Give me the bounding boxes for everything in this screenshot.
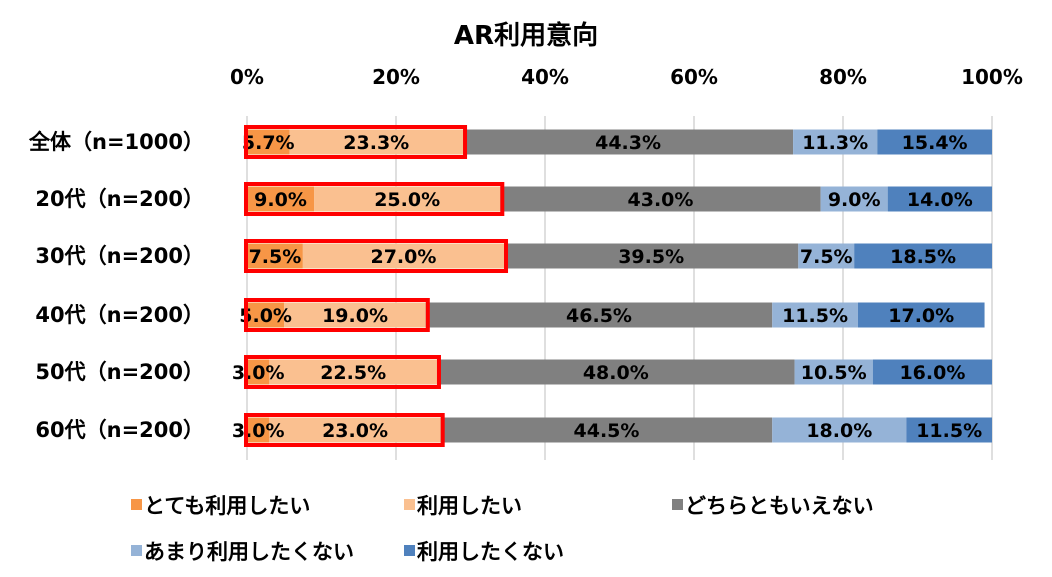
- highlight-box: [244, 355, 441, 389]
- data-label: 46.5%: [566, 305, 632, 327]
- data-label: 17.0%: [888, 305, 954, 327]
- bars: 5.7% 23.3% 44.3% 11.3% 15.4% 9.0% 25.0% 43.0% 9.…: [232, 129, 992, 443]
- data-label: 25.0%: [374, 189, 440, 211]
- data-label: 18.5%: [890, 246, 956, 268]
- bar-segment: [436, 359, 795, 385]
- data-label: 11.5%: [916, 420, 982, 442]
- highlight-boxes: [244, 125, 509, 447]
- data-label: 9.0%: [254, 189, 307, 211]
- x-tick-label: 20%: [372, 65, 420, 89]
- bar-segment: [247, 129, 290, 155]
- data-label: 44.3%: [595, 132, 661, 154]
- bar-segment: [302, 243, 505, 269]
- legend-label: とても利用したい: [144, 494, 310, 518]
- bar-segment: [772, 302, 858, 328]
- highlight-box: [244, 239, 509, 273]
- legend-swatch: [404, 499, 415, 510]
- bar-segment: [247, 302, 285, 328]
- legend-label: 利用したい: [417, 494, 522, 518]
- data-label: 15.4%: [902, 132, 968, 154]
- data-label: 23.0%: [322, 420, 388, 442]
- bar-segment: [463, 129, 794, 155]
- bar-segment: [504, 243, 799, 269]
- data-label: 48.0%: [583, 362, 649, 384]
- highlight-box: [244, 413, 445, 447]
- data-label: 5.0%: [239, 305, 292, 327]
- x-axis-ticks: 0% 20% 40% 60% 80% 100%: [230, 65, 1023, 89]
- legend-label: 利用したくない: [417, 540, 564, 564]
- data-label: 3.0%: [232, 362, 285, 384]
- y-axis-labels: 全体（n=1000） 20代（n=200） 30代（n=200） 40代（n=200）…: [28, 130, 204, 442]
- bar-segment: [872, 359, 992, 385]
- bar-segment: [269, 359, 437, 385]
- x-tick-label: 100%: [961, 65, 1023, 89]
- bar-segment: [820, 186, 888, 212]
- data-label: 3.0%: [232, 420, 285, 442]
- data-label: 11.5%: [782, 305, 848, 327]
- data-label: 9.0%: [828, 189, 881, 211]
- bar-segment: [425, 302, 773, 328]
- gridlines: [246, 116, 993, 460]
- bar-segment: [906, 417, 992, 443]
- x-tick-label: 40%: [521, 65, 569, 89]
- highlight-box: [244, 298, 430, 332]
- data-label: 10.5%: [801, 362, 867, 384]
- bar-segment: [854, 243, 992, 269]
- data-label: 5.7%: [242, 132, 295, 154]
- bar-segment: [247, 359, 270, 385]
- x-tick-label: 0%: [230, 65, 264, 89]
- data-label: 43.0%: [628, 189, 694, 211]
- bar-segment: [247, 186, 315, 212]
- bar-segment: [877, 129, 992, 155]
- legend-label: どちらともいえない: [685, 494, 874, 518]
- bar-segment: [440, 417, 773, 443]
- x-tick-label: 60%: [670, 65, 718, 89]
- bar-segment: [314, 186, 501, 212]
- category-label: 20代（n=200）: [35, 187, 204, 211]
- bar-segment: [794, 359, 873, 385]
- data-label: 27.0%: [370, 246, 436, 268]
- category-label: 30代（n=200）: [35, 244, 204, 268]
- bar-segment: [772, 417, 907, 443]
- highlight-box: [244, 125, 468, 159]
- bar-segment: [500, 186, 821, 212]
- bar-segment: [857, 302, 985, 328]
- data-label: 23.3%: [343, 132, 409, 154]
- category-label: 全体（n=1000）: [28, 130, 204, 154]
- legend-swatch: [131, 545, 142, 556]
- data-label: 22.5%: [320, 362, 386, 384]
- legend-label: あまり利用したくない: [144, 540, 354, 564]
- legend-swatch: [672, 499, 683, 510]
- data-label: 11.3%: [802, 132, 868, 154]
- category-label: 50代（n=200）: [35, 360, 204, 384]
- legend-swatch: [131, 499, 142, 510]
- bar-segment: [269, 417, 441, 443]
- x-tick-label: 80%: [819, 65, 867, 89]
- data-label: 7.5%: [800, 246, 853, 268]
- data-label: 39.5%: [618, 246, 684, 268]
- highlight-box: [244, 182, 505, 216]
- bar-segment: [289, 129, 464, 155]
- data-label: 44.5%: [574, 420, 640, 442]
- bar-segment: [247, 417, 270, 443]
- data-label: 14.0%: [907, 189, 973, 211]
- bar-segment: [247, 243, 303, 269]
- legend-swatch: [404, 545, 415, 556]
- category-label: 40代（n=200）: [35, 303, 204, 327]
- bar-segment: [887, 186, 992, 212]
- bar-segment: [793, 129, 878, 155]
- bar-segment: [284, 302, 426, 328]
- data-label: 19.0%: [322, 305, 388, 327]
- data-label: 16.0%: [899, 362, 965, 384]
- category-label: 60代（n=200）: [35, 418, 204, 442]
- data-label: 7.5%: [249, 246, 302, 268]
- data-label: 18.0%: [806, 420, 872, 442]
- bar-segment: [798, 243, 855, 269]
- chart-title: AR利用意向: [454, 20, 598, 51]
